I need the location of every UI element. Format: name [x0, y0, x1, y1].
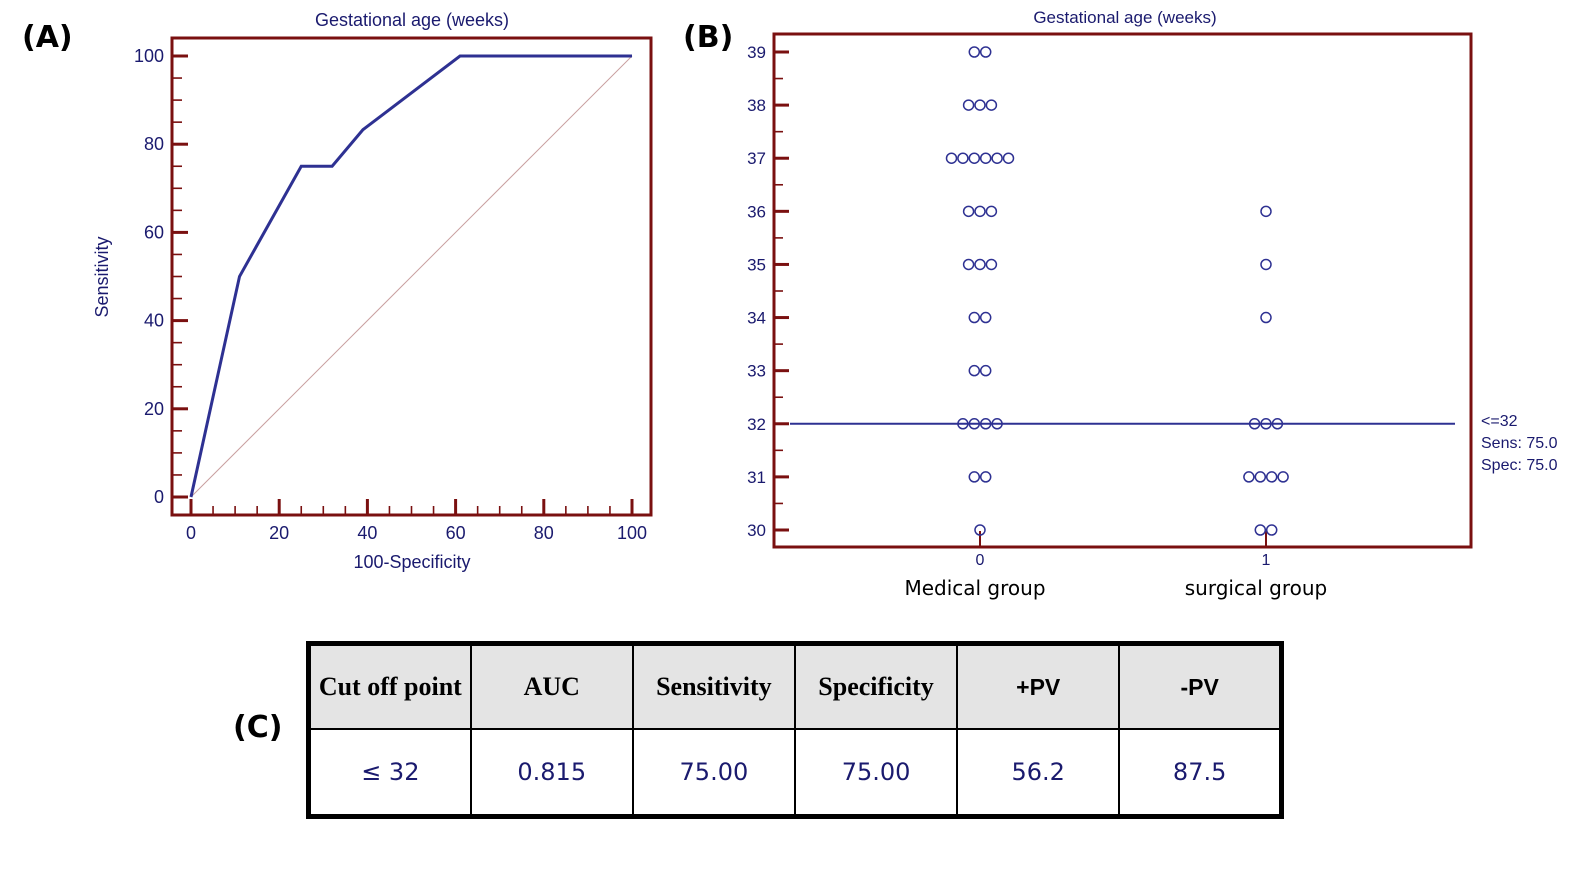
cell-ppv: 56.2 [956, 728, 1121, 818]
y-tick-label: 38 [747, 96, 766, 115]
data-point [1243, 471, 1255, 483]
cell-sensitivity: 75.00 [631, 728, 796, 818]
table-row: ≤ 32 0.815 75.00 75.00 56.2 87.5 [307, 728, 1283, 818]
group-label-surgical: surgical group [1185, 576, 1327, 600]
data-point [1277, 471, 1289, 483]
data-point [957, 152, 969, 164]
header-specificity: Specificity [793, 642, 959, 730]
data-point [968, 364, 981, 377]
panel-label-c: (C) [233, 710, 283, 745]
roc-x-axis-title: 100-Specificity [353, 552, 470, 572]
data-point [979, 364, 992, 377]
data-point [974, 258, 986, 271]
header-sensitivity: Sensitivity [631, 642, 796, 730]
data-point [1271, 418, 1284, 430]
data-point [968, 418, 981, 430]
data-point [968, 46, 981, 58]
data-point [985, 205, 998, 218]
y-tick-label: 37 [747, 149, 766, 168]
data-point [968, 152, 981, 164]
y-tick-label: 0 [154, 487, 164, 507]
data-point [968, 471, 981, 483]
y-tick-label: 32 [747, 415, 766, 434]
cell-cutoff: ≤ 32 [307, 728, 472, 818]
data-point [962, 99, 975, 111]
data-point [974, 205, 986, 218]
data-point [1260, 258, 1272, 271]
cell-npv: 87.5 [1118, 728, 1283, 818]
x-tick-label: 60 [446, 523, 466, 543]
y-tick-label: 39 [747, 43, 766, 62]
data-point [1248, 418, 1261, 430]
header-ppv: +PV [956, 642, 1121, 730]
dot-plot-title: Gestational age (weeks) [1033, 8, 1216, 27]
y-tick-label: 35 [747, 255, 766, 274]
data-point [974, 524, 986, 536]
data-point [962, 258, 975, 271]
data-point [979, 418, 992, 430]
data-point [962, 205, 975, 218]
y-tick-label: 80 [144, 134, 164, 154]
header-cutoff: Cut off point [307, 642, 472, 730]
panel-label-a: (A) [22, 20, 73, 55]
data-point [991, 418, 1003, 430]
roc-y-axis-title: Sensitivity [92, 236, 112, 317]
y-tick-label: 20 [144, 399, 164, 419]
results-table: Cut off point AUC Sensitivity Specificit… [306, 641, 1284, 819]
data-point [1260, 205, 1272, 218]
cutoff-annotation: <=32 [1481, 413, 1518, 430]
data-point [1265, 471, 1278, 483]
data-point [979, 152, 992, 164]
y-tick-label: 40 [144, 311, 164, 331]
x-tick-label: 100 [617, 523, 647, 543]
y-tick-label: 33 [747, 362, 766, 381]
data-point [985, 258, 998, 271]
y-tick-label: 34 [747, 309, 766, 328]
data-point [945, 152, 958, 164]
data-point [1254, 524, 1267, 536]
data-point [991, 152, 1003, 164]
group-label-medical: Medical group [904, 576, 1045, 600]
header-npv: -PV [1118, 642, 1283, 730]
cell-specificity: 75.00 [793, 728, 959, 818]
x-tick-label: 1 [1262, 552, 1271, 569]
y-tick-label: 36 [747, 202, 766, 221]
x-tick-label: 0 [976, 552, 985, 569]
roc-chart: Gestational age (weeks) 100-Specificity … [92, 10, 653, 572]
panel-label-b: (B) [683, 20, 734, 55]
data-point [979, 311, 992, 324]
table-header-row: Cut off point AUC Sensitivity Specificit… [307, 642, 1283, 730]
x-tick-label: 0 [186, 523, 196, 543]
x-tick-label: 80 [534, 523, 554, 543]
roc-title: Gestational age (weeks) [315, 10, 509, 30]
data-point [957, 418, 969, 430]
y-tick-label: 100 [134, 46, 164, 66]
data-point [1265, 524, 1278, 536]
data-point [1260, 418, 1272, 430]
data-point [974, 99, 986, 111]
x-tick-label: 40 [357, 523, 377, 543]
x-tick-label: 20 [269, 523, 289, 543]
data-point [968, 311, 981, 324]
reference-diagonal-line [190, 55, 633, 498]
y-tick-label: 31 [747, 468, 766, 487]
cutoff-annotation: Spec: 75.0 [1481, 457, 1558, 474]
cutoff-annotation: Sens: 75.0 [1481, 435, 1558, 452]
header-auc: AUC [469, 642, 634, 730]
y-tick-label: 30 [747, 521, 766, 540]
y-tick-label: 60 [144, 222, 164, 242]
dot-plot-frame [772, 32, 1473, 549]
data-point [1002, 152, 1015, 164]
data-point [1254, 471, 1267, 483]
data-point [1260, 311, 1272, 324]
data-point [979, 471, 992, 483]
data-point [985, 99, 998, 111]
data-point [979, 46, 992, 58]
dot-plot-chart: Gestational age (weeks) 30 31 32 33 34 35 36 37… [747, 8, 1558, 600]
cell-auc: 0.815 [469, 728, 634, 818]
